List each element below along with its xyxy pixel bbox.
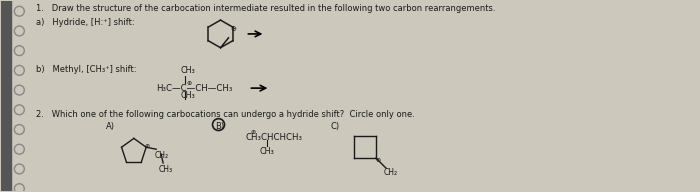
Text: b)   Methyl, [CH₃⁺] shift:: b) Methyl, [CH₃⁺] shift: <box>36 65 136 74</box>
Text: C): C) <box>330 122 340 131</box>
Text: a)   Hydride, [H:⁺] shift:: a) Hydride, [H:⁺] shift: <box>36 18 135 27</box>
Text: CH₂: CH₂ <box>154 151 168 160</box>
Text: B): B) <box>216 122 225 131</box>
Text: ⊕: ⊕ <box>251 130 256 135</box>
Text: H₃C—C—CH—CH₃: H₃C—C—CH—CH₃ <box>156 84 232 93</box>
Text: CH₃CHCHCH₃: CH₃CHCHCH₃ <box>246 133 302 142</box>
Text: CH₃: CH₃ <box>260 147 274 156</box>
Bar <box>1 1 11 191</box>
Text: CH₃: CH₃ <box>181 92 195 100</box>
Text: ⊕: ⊕ <box>375 158 381 163</box>
Text: 1.   Draw the structure of the carbocation intermediate resulted in the followin: 1. Draw the structure of the carbocation… <box>36 4 496 13</box>
Text: ⊕: ⊕ <box>231 26 237 32</box>
Text: CH₂: CH₂ <box>384 168 398 177</box>
Text: CH₃: CH₃ <box>158 165 172 174</box>
Text: CH₃: CH₃ <box>181 66 195 75</box>
Text: ⊕: ⊕ <box>144 144 150 149</box>
Text: ⊕: ⊕ <box>186 81 191 86</box>
Text: A): A) <box>106 122 115 131</box>
Text: 2.   Which one of the following carbocations can undergo a hydride shift?  Circl: 2. Which one of the following carbocatio… <box>36 110 415 119</box>
